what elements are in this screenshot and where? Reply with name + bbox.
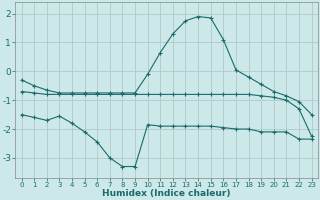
X-axis label: Humidex (Indice chaleur): Humidex (Indice chaleur) — [102, 189, 231, 198]
